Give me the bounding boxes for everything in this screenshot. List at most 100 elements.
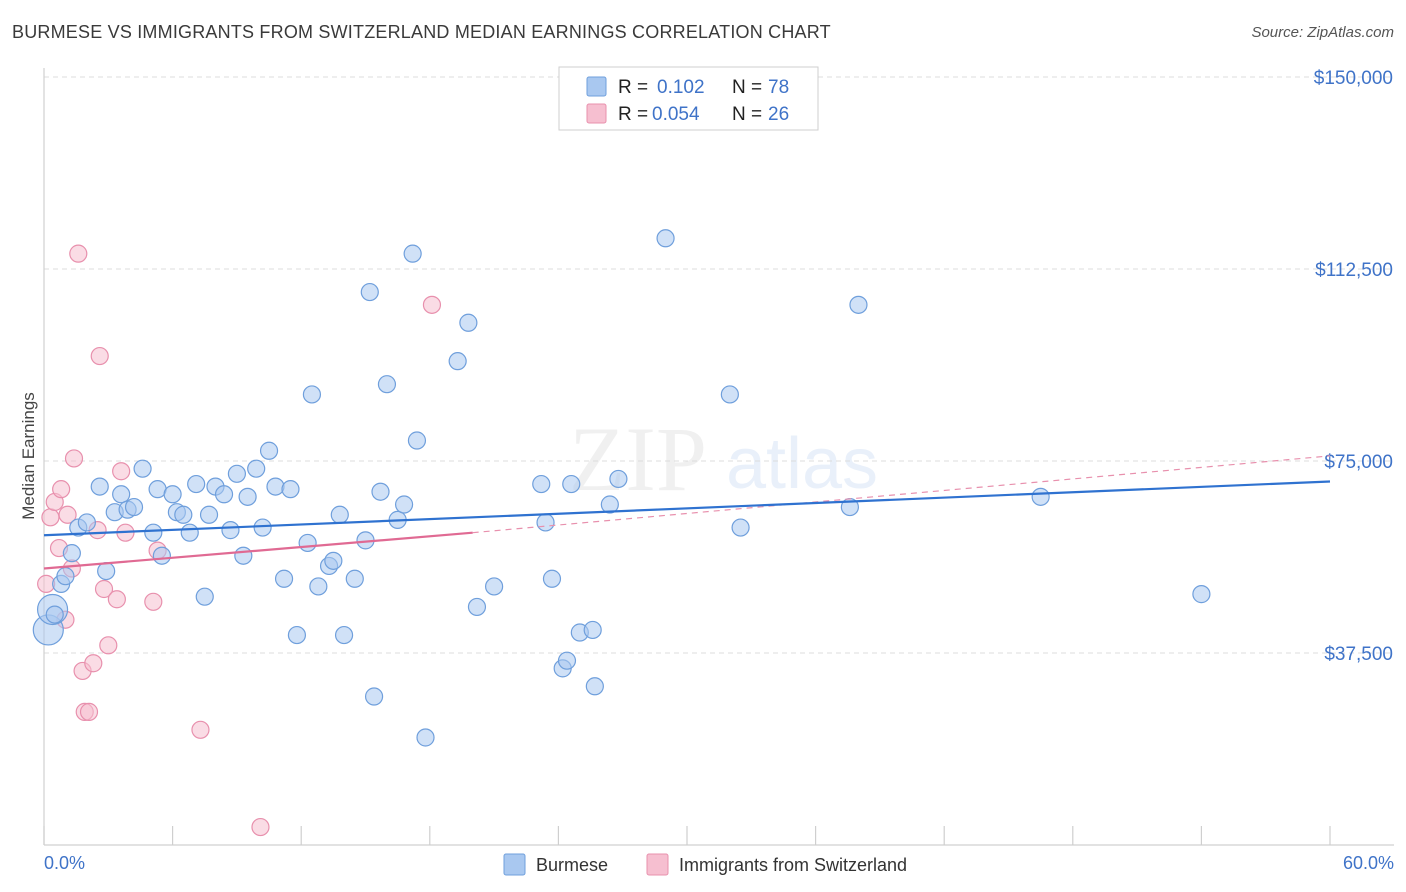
burmese-point bbox=[849, 295, 868, 314]
x-axis-ticks bbox=[43, 826, 1331, 845]
burmese-point bbox=[247, 459, 266, 478]
burmese-point bbox=[97, 561, 116, 581]
burmese-point bbox=[542, 569, 562, 588]
swiss-point bbox=[58, 505, 77, 524]
chart-title: BURMESE VS IMMIGRANTS FROM SWITZERLAND M… bbox=[12, 22, 831, 42]
burmese-point bbox=[371, 482, 390, 501]
gridlines bbox=[44, 76, 1394, 654]
burmese-point bbox=[394, 495, 414, 514]
burmese-point bbox=[600, 495, 619, 514]
legend-bottom-swatch-burmese bbox=[503, 853, 526, 876]
x-tick-label-min: 0.0% bbox=[44, 853, 85, 873]
burmese-point bbox=[227, 464, 246, 483]
burmese-point bbox=[364, 687, 384, 706]
burmese-point bbox=[281, 480, 300, 499]
y-tick-label: $37,500 bbox=[1324, 644, 1393, 665]
y-tick-label: $150,000 bbox=[1314, 68, 1393, 89]
burmese-point bbox=[656, 229, 675, 248]
burmese-point bbox=[407, 431, 427, 450]
x-tick-label-max: 60.0% bbox=[1343, 853, 1394, 873]
swiss-point bbox=[64, 449, 84, 468]
burmese-point bbox=[133, 459, 152, 478]
watermark: ZIP atlas bbox=[569, 408, 878, 510]
burmese-point bbox=[720, 385, 739, 404]
series-burmese-points bbox=[32, 229, 1211, 747]
burmese-point bbox=[609, 469, 628, 489]
burmese-point bbox=[221, 521, 240, 540]
swiss-point bbox=[94, 579, 114, 599]
burmese-point bbox=[583, 620, 602, 640]
legend-r-value-burmese: 0.102 bbox=[657, 77, 705, 98]
burmese-point bbox=[557, 651, 577, 670]
burmese-point bbox=[214, 485, 234, 504]
burmese-point bbox=[459, 313, 478, 332]
y-axis-title: Median Earnings bbox=[19, 392, 38, 520]
burmese-point bbox=[259, 441, 279, 460]
burmese-point bbox=[532, 474, 551, 494]
burmese-point bbox=[298, 533, 317, 553]
legend-bottom-label-swiss: Immigrants from Switzerland bbox=[679, 855, 907, 875]
chart-source: Source: ZipAtlas.com bbox=[1251, 24, 1394, 41]
burmese-point bbox=[536, 513, 555, 532]
swiss-point bbox=[79, 702, 99, 721]
burmese-point bbox=[56, 567, 75, 586]
swiss-point bbox=[251, 817, 270, 837]
burmese-point bbox=[112, 485, 131, 504]
burmese-point bbox=[485, 577, 504, 596]
burmese-point bbox=[416, 728, 435, 747]
burmese-point bbox=[238, 487, 257, 506]
burmese-point bbox=[309, 577, 328, 596]
swiss-point bbox=[52, 480, 71, 499]
burmese-point bbox=[1031, 487, 1050, 506]
y-tick-labels: $37,500 $75,000 $112,500 $150,000 bbox=[1314, 68, 1393, 665]
swiss-point bbox=[41, 508, 60, 527]
burmese-point bbox=[90, 477, 109, 496]
burmese-point bbox=[334, 625, 354, 645]
burmese-point bbox=[345, 569, 364, 588]
burmese-point bbox=[1192, 585, 1211, 604]
burmese-point bbox=[187, 474, 206, 494]
swiss-trend-extension bbox=[472, 455, 1331, 534]
burmese-point bbox=[199, 505, 219, 524]
legend-r-label-swiss: R = bbox=[618, 104, 648, 125]
burmese-point bbox=[330, 505, 349, 524]
burmese-point bbox=[234, 546, 253, 565]
y-tick-label: $112,500 bbox=[1315, 260, 1393, 281]
burmese-point bbox=[287, 625, 307, 645]
burmese-point bbox=[163, 485, 182, 504]
swiss-point bbox=[112, 462, 131, 481]
burmese-point bbox=[274, 569, 294, 588]
burmese-point bbox=[180, 523, 199, 542]
burmese-point bbox=[731, 518, 750, 537]
legend-swatch-swiss bbox=[586, 103, 607, 124]
legend-r-value-swiss: 0.054 bbox=[652, 104, 700, 125]
burmese-point bbox=[302, 385, 322, 404]
swiss-trend-line bbox=[43, 531, 473, 570]
burmese-point bbox=[562, 474, 581, 494]
swiss-point bbox=[107, 590, 126, 609]
burmese-point bbox=[377, 375, 397, 394]
burmese-point bbox=[45, 605, 64, 624]
burmese-point bbox=[62, 544, 81, 563]
burmese-point bbox=[448, 352, 467, 371]
burmese-point bbox=[266, 477, 285, 496]
burmese-point bbox=[253, 518, 272, 537]
burmese-point bbox=[174, 505, 193, 524]
legend-bottom: Burmese Immigrants from Switzerland bbox=[503, 853, 907, 876]
burmese-point bbox=[360, 282, 379, 302]
burmese-point bbox=[585, 677, 604, 696]
burmese-point bbox=[152, 546, 171, 565]
legend-n-label-burmese: N = bbox=[732, 77, 762, 98]
burmese-point bbox=[467, 597, 487, 617]
legend-swatch-burmese bbox=[586, 76, 607, 97]
burmese-point bbox=[195, 587, 214, 606]
burmese-point bbox=[403, 244, 422, 263]
watermark-atlas: atlas bbox=[726, 424, 878, 504]
burmese-point bbox=[324, 551, 343, 570]
swiss-point bbox=[191, 720, 210, 739]
swiss-point bbox=[144, 592, 163, 611]
burmese-point bbox=[77, 513, 96, 532]
swiss-point bbox=[90, 346, 109, 366]
legend-n-value-burmese: 78 bbox=[768, 77, 789, 98]
